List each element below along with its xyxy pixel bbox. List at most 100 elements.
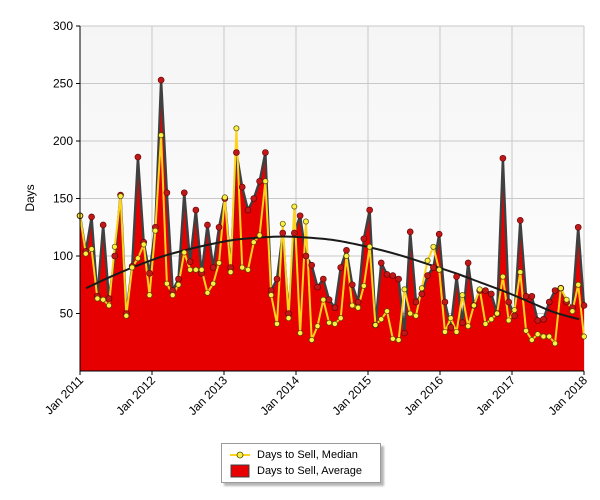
median-point: [343, 253, 350, 259]
average-point: [157, 76, 165, 84]
median-point: [158, 132, 165, 139]
average-point: [377, 259, 385, 267]
average-point: [418, 290, 426, 298]
average-point: [105, 295, 113, 302]
median-point: [482, 320, 489, 327]
average-point: [499, 154, 507, 162]
average-area-outline: [78, 78, 586, 335]
trend-line: [85, 235, 580, 321]
median-point: [256, 232, 263, 239]
median-point: [297, 330, 304, 336]
median-point: [239, 264, 246, 271]
median-point: [308, 337, 315, 343]
median-point: [279, 220, 286, 227]
x-tick-label: Jan 2012: [113, 373, 158, 418]
x-tick-label: Jan 2011: [42, 373, 86, 417]
average-area-fill: [80, 80, 584, 372]
median-point: [523, 327, 530, 334]
average-point: [574, 223, 582, 231]
median-point: [262, 178, 269, 185]
average-point: [412, 298, 420, 306]
average-point: [273, 275, 281, 283]
median-point: [447, 315, 454, 322]
median-point: [563, 296, 570, 303]
average-point: [464, 259, 472, 267]
x-tick-label: Jan 2016: [401, 373, 446, 418]
median-point: [372, 322, 379, 328]
median-point: [581, 333, 587, 340]
median-point: [378, 316, 385, 323]
y-axis-title: Days: [23, 184, 37, 211]
median-point: [94, 295, 101, 302]
average-point: [343, 246, 350, 254]
median-point: [250, 239, 257, 246]
average-point: [163, 189, 171, 197]
average-point: [406, 228, 414, 236]
median-point: [442, 328, 448, 335]
x-tick-label: Jan 2018: [545, 373, 590, 418]
average-point: [424, 272, 431, 279]
median-point: [314, 323, 321, 330]
median-point: [430, 243, 437, 250]
x-tick-labels: Jan 2011 Jan 2012 Jan 2013 Jan 2014 Jan 2015…: [42, 373, 590, 418]
average-point: [134, 153, 142, 161]
average-point: [250, 195, 258, 202]
average-point: [505, 298, 512, 306]
average-point: [296, 212, 304, 220]
x-tick-label: Jan 2017: [473, 373, 518, 418]
average-point: [331, 304, 339, 312]
median-point: [140, 241, 147, 248]
median-point: [517, 269, 524, 276]
y-tick-label: 200: [53, 134, 73, 148]
average-point: [204, 221, 211, 229]
average-point: [325, 296, 333, 304]
average-point: [244, 206, 252, 214]
average-point: [447, 323, 455, 331]
average-point: [180, 189, 188, 197]
legend-average-label: Days to Sell, Average: [257, 465, 362, 477]
average-point: [430, 264, 437, 271]
median-point: [302, 218, 309, 225]
average-point: [238, 183, 246, 191]
median-point: [221, 194, 228, 201]
average-point: [459, 319, 466, 327]
median-point: [117, 193, 124, 200]
median-point: [274, 320, 280, 327]
median-point: [552, 340, 558, 347]
median-point: [453, 328, 460, 335]
median-point: [169, 292, 176, 299]
average-point: [291, 229, 298, 237]
median-point: [395, 337, 402, 343]
average-point: [540, 315, 547, 323]
median-point: [88, 246, 95, 253]
median-point: [494, 310, 501, 317]
median-point: [499, 273, 506, 280]
average-point: [383, 271, 391, 278]
average-point: [175, 275, 182, 283]
axes: [76, 25, 585, 375]
median-point: [569, 308, 576, 315]
average-point: [395, 275, 402, 283]
average-point: [551, 287, 559, 294]
median-point: [424, 257, 431, 264]
median-point: [534, 331, 541, 338]
average-point: [233, 149, 240, 156]
median-point: [366, 243, 373, 250]
median-point: [216, 259, 222, 266]
median-point: [285, 315, 292, 322]
median-point: [187, 266, 194, 273]
x-tick-label: Jan 2013: [185, 373, 230, 418]
median-point: [511, 307, 518, 313]
average-point: [366, 206, 373, 214]
average-point: [389, 272, 397, 279]
legend: Days to Sell, Median Days to Sell, Avera…: [221, 443, 381, 483]
median-line: [79, 127, 585, 345]
legend-median-swatch-icon: [230, 451, 250, 459]
median-point: [459, 292, 466, 299]
median-point: [291, 203, 298, 210]
average-point: [522, 292, 530, 300]
median-point: [337, 315, 344, 322]
median-point: [210, 280, 217, 287]
trend-line-series: [85, 235, 580, 321]
